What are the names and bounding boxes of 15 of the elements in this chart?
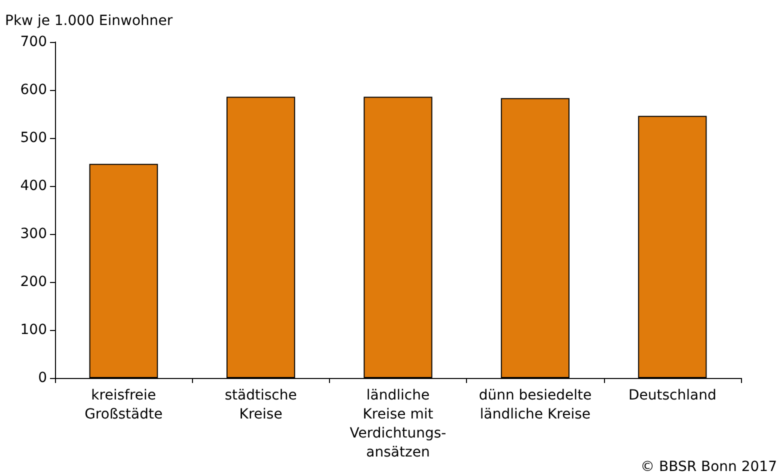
x-tick-label: dünn besiedelte ländliche Kreise: [478, 388, 592, 422]
x-tick-label: ländliche Kreise mit Verdichtungs- ansätzen: [350, 388, 446, 460]
x-tick-label: Deutschland: [628, 388, 716, 404]
y-tick-label: 300: [20, 226, 47, 242]
y-tick-label: 700: [20, 34, 47, 50]
y-tick-label: 200: [20, 274, 47, 290]
y-axis-title: Pkw je 1.000 Einwohner: [5, 13, 173, 29]
x-tick-label: kreisfreie Großstädte: [84, 388, 163, 422]
y-tick-label: 0: [38, 370, 47, 386]
y-tick-label: 400: [20, 178, 47, 194]
text: © BBSR Bonn 2017: [640, 459, 778, 475]
y-tick-label: 600: [20, 82, 47, 98]
y-tick-label: 100: [20, 322, 47, 338]
x-tick-label: städtische Kreise: [224, 388, 297, 422]
y-tick-label: 500: [20, 130, 47, 146]
